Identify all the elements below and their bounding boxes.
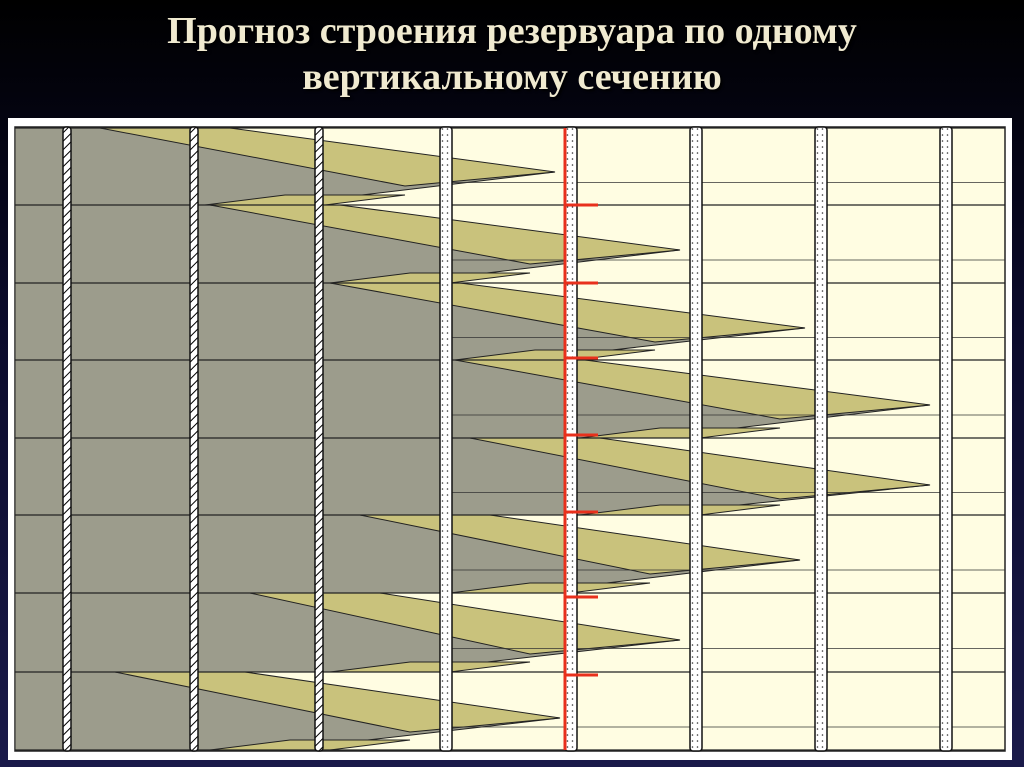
well-log <box>689 126 703 752</box>
slide-title: Прогноз строения резервуара по одному ве… <box>0 8 1024 100</box>
well-log <box>439 126 453 752</box>
well-log <box>564 126 578 752</box>
well-log <box>62 126 72 752</box>
well-log <box>189 126 199 752</box>
title-line: вертикальному сечению <box>302 56 722 98</box>
title-line: Прогноз строения резервуара по одному <box>167 10 857 52</box>
well-log <box>939 126 953 752</box>
well-log <box>814 126 828 752</box>
well-log <box>314 126 324 752</box>
